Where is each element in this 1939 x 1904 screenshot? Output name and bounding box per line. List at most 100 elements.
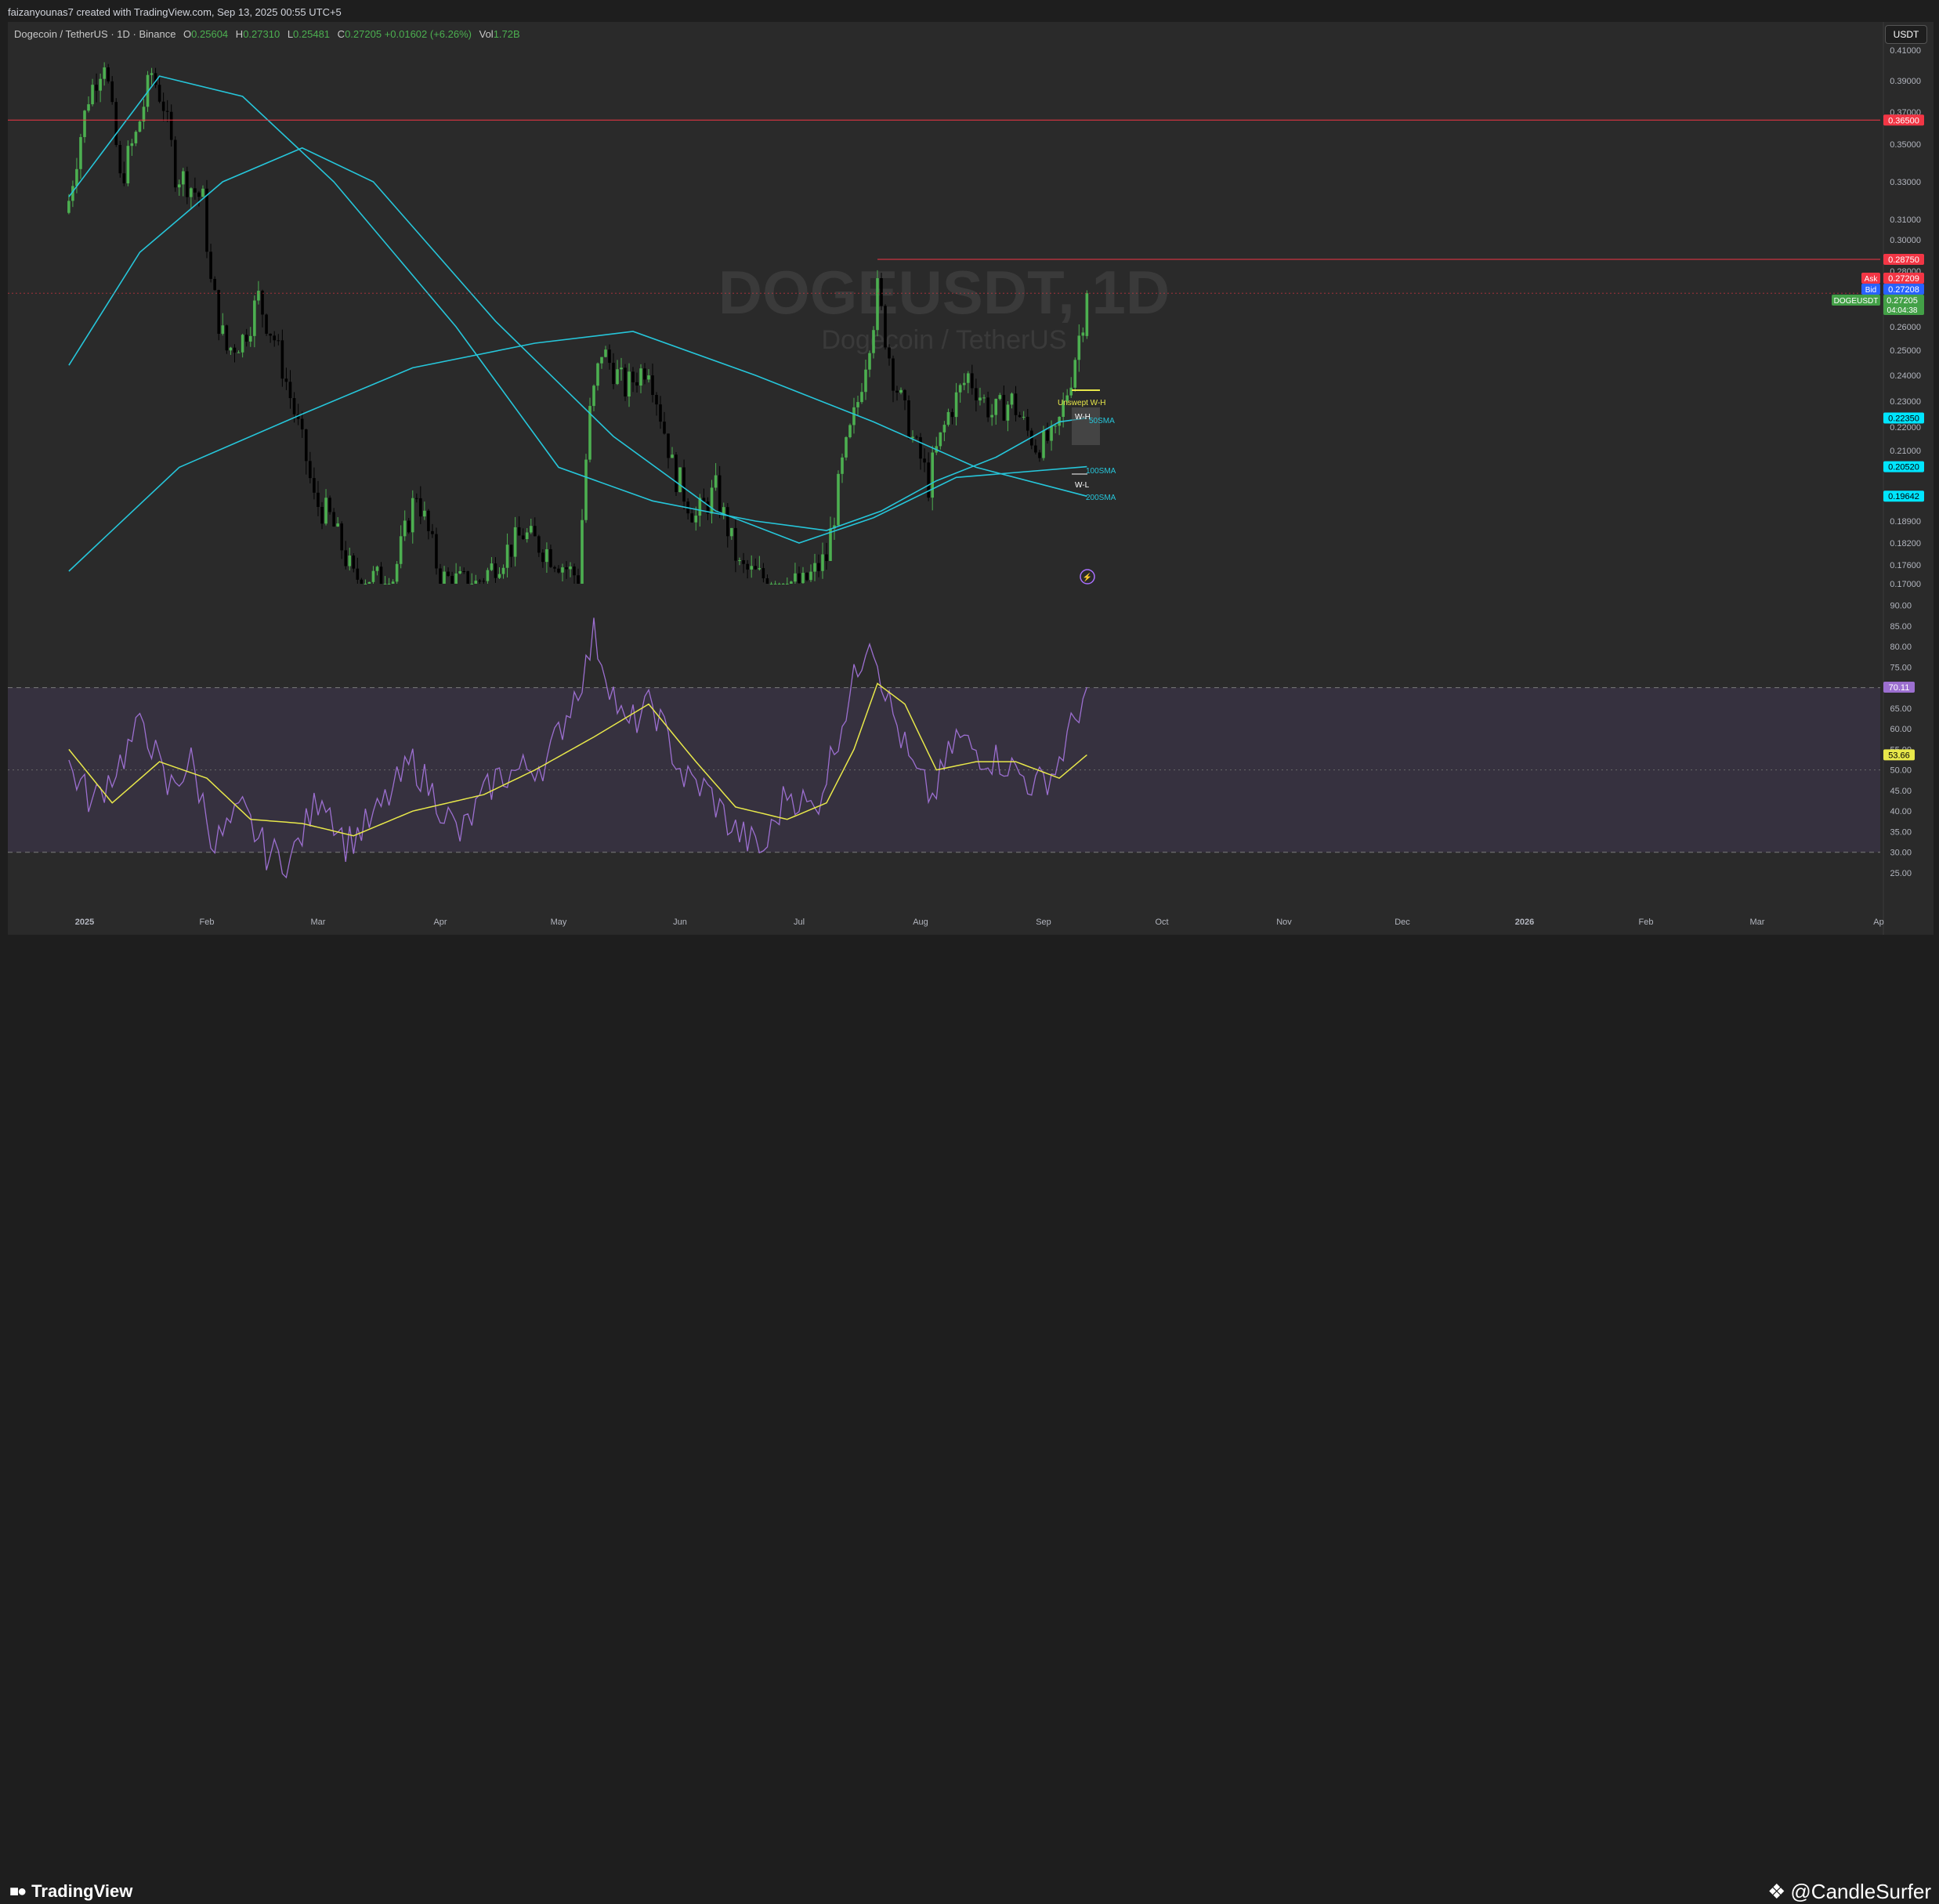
candle-body	[95, 85, 98, 91]
legend-symbol[interactable]: Dogecoin / TetherUS · 1D · Binance	[14, 28, 176, 40]
price-tick-label: 0.22000	[1890, 423, 1921, 433]
candle-body	[364, 584, 367, 585]
candle-body	[257, 291, 260, 301]
rsi-tick-label: 75.00	[1890, 663, 1912, 672]
candle-body	[509, 545, 513, 557]
candle-body	[860, 392, 863, 403]
sma100-label: 100SMA	[1086, 467, 1116, 476]
sma100-price-label-bg[interactable]	[1883, 461, 1924, 472]
candle-body	[777, 584, 781, 585]
wh-zone-box[interactable]	[1072, 407, 1100, 445]
candle-body	[848, 425, 852, 437]
candle-body	[998, 395, 1002, 400]
ask-tag-bg	[1861, 273, 1880, 284]
candle-body	[431, 530, 434, 534]
price-tick-label: 0.21000	[1890, 447, 1921, 456]
bar-countdown: 04:04:38	[1887, 306, 1918, 315]
candle-body	[122, 173, 126, 183]
price-label-0365-bg[interactable]	[1883, 114, 1924, 126]
tradingview-logo[interactable]: ■● TradingView	[9, 1881, 132, 1902]
time-tick-label: Oct	[1155, 918, 1168, 927]
price-tick-label: 0.26000	[1890, 323, 1921, 332]
candle-body	[588, 406, 591, 460]
price-label-02875-bg[interactable]	[1883, 254, 1924, 265]
candle-body	[979, 397, 982, 401]
candle-body	[899, 389, 903, 393]
candle-body	[169, 111, 173, 140]
candle-body	[411, 498, 414, 533]
candle-body	[165, 110, 169, 112]
candle-body	[880, 278, 883, 306]
price-tick-label: 0.23000	[1890, 397, 1921, 407]
rsi-tick-label: 35.00	[1890, 827, 1912, 837]
candle-body	[177, 184, 181, 188]
ask-price-label-bg[interactable]	[1883, 273, 1924, 284]
candle-body	[221, 325, 225, 334]
candle-body	[682, 467, 686, 502]
candle-body	[1030, 430, 1033, 446]
candle-body	[317, 492, 320, 507]
rsi-ma-value-label: 53.66	[1888, 751, 1910, 760]
candle-body	[157, 85, 161, 102]
ask-price-label-text: 0.27209	[1888, 274, 1919, 284]
candle-body	[612, 363, 615, 385]
currency-button[interactable]: USDT	[1885, 25, 1927, 44]
sma50-price-label-bg[interactable]	[1883, 412, 1924, 424]
candle-body	[608, 349, 611, 364]
candle-body	[651, 375, 654, 396]
top-bar: faizanyounas7 created with TradingView.c…	[0, 0, 1939, 22]
candle-body	[809, 571, 812, 581]
candle-body	[975, 388, 978, 401]
candle-body	[217, 290, 221, 334]
candle-body	[620, 367, 623, 370]
symbol-tag: DOGEUSDT	[1834, 297, 1879, 306]
candle-body	[296, 414, 300, 419]
candle-body	[714, 475, 718, 488]
candle-body	[750, 566, 753, 570]
sma200-price-label-bg[interactable]	[1883, 490, 1924, 502]
candle-body	[659, 404, 662, 422]
candle-body	[541, 552, 544, 563]
candle-body	[971, 373, 974, 389]
candle-body	[950, 411, 954, 418]
legend-close-label: C	[337, 28, 345, 40]
candle-body	[474, 581, 478, 584]
candle-body	[746, 563, 749, 570]
price-tick-label: 0.17600	[1890, 561, 1921, 570]
candle-body	[261, 291, 264, 315]
candle-body	[730, 527, 733, 537]
candle-body	[439, 568, 442, 584]
candle-body	[1034, 445, 1037, 453]
candle-body	[505, 545, 509, 568]
candle-body	[694, 516, 698, 523]
candle-body	[415, 498, 418, 499]
candle-body	[273, 335, 277, 341]
time-tick-label: 2025	[75, 918, 94, 927]
legend-high-label: H	[235, 28, 244, 40]
candle-body	[83, 110, 86, 137]
candle-body	[1077, 335, 1081, 360]
candle-body	[631, 371, 635, 382]
legend-change: +0.01602 (+6.26%)	[384, 28, 472, 40]
candle-body	[754, 566, 758, 570]
candle-body	[872, 330, 875, 353]
candle-body	[427, 510, 430, 531]
symbol-tag-bg	[1832, 295, 1880, 306]
last-price-label-bg[interactable]	[1883, 295, 1924, 315]
rsi-tick-label: 85.00	[1890, 622, 1912, 632]
time-tick-label: Ap	[1873, 918, 1883, 927]
candle-body	[466, 571, 470, 584]
candle-body	[201, 188, 204, 197]
candle-body	[1073, 360, 1077, 388]
candle-body	[517, 527, 521, 536]
candle-body	[367, 581, 371, 584]
candle-body	[403, 520, 407, 537]
candle-body	[919, 436, 922, 459]
time-tick-label: Dec	[1395, 918, 1410, 927]
lightning-icon[interactable]: ⚡	[1080, 569, 1095, 585]
bid-price-label-bg[interactable]	[1883, 284, 1924, 295]
sma200-label: 200SMA	[1086, 494, 1116, 502]
candle-body	[864, 369, 867, 393]
candle-body	[371, 570, 375, 582]
